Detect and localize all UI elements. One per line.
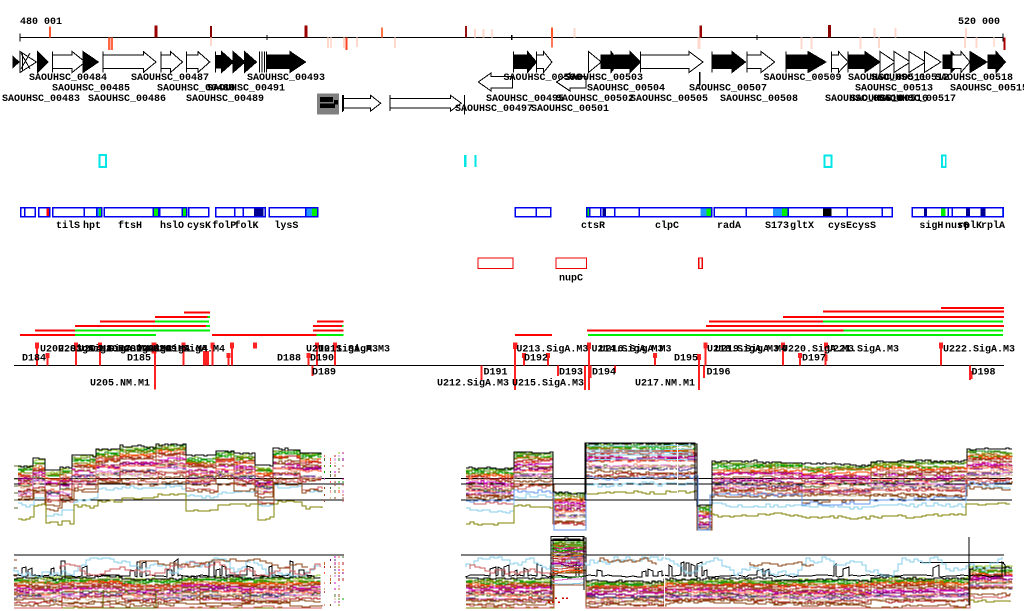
svg-text:SAOUHSC_00516: SAOUHSC_00516 xyxy=(850,94,928,105)
svg-text:U208.SigA.M4: U208.SigA.M4 xyxy=(136,344,208,356)
svg-text:U220.SigA.M3: U220.SigA.M3 xyxy=(782,344,854,356)
svg-text:SAOUHSC_00485: SAOUHSC_00485 xyxy=(52,84,130,95)
svg-text:SAOUHSC_00484: SAOUHSC_00484 xyxy=(29,73,107,84)
svg-text:U213.SigA.M3: U213.SigA.M3 xyxy=(516,344,588,356)
svg-text:tilS: tilS xyxy=(56,220,80,232)
svg-text:SAOUHSC_00518: SAOUHSC_00518 xyxy=(935,73,1013,84)
svg-text:clpC: clpC xyxy=(655,220,679,232)
svg-text:U215.SigA.M3: U215.SigA.M3 xyxy=(512,378,584,390)
svg-text:D189: D189 xyxy=(312,368,336,379)
svg-text:folK: folK xyxy=(235,220,259,232)
svg-text:U209.SigA.M4: U209.SigA.M4 xyxy=(153,344,225,356)
svg-text:SAOUHSC_00517: SAOUHSC_00517 xyxy=(878,94,956,105)
svg-text:SAOUHSC_00502: SAOUHSC_00502 xyxy=(556,94,634,105)
svg-text:rplA: rplA xyxy=(981,220,1005,232)
svg-text:ctsR: ctsR xyxy=(581,221,605,232)
svg-text:D188: D188 xyxy=(277,354,301,365)
svg-text:U210.SigA.M3: U210.SigA.M3 xyxy=(306,344,378,356)
svg-text:gltX: gltX xyxy=(790,220,814,232)
svg-text:D196: D196 xyxy=(707,368,731,379)
svg-text:hslO: hslO xyxy=(160,220,184,232)
svg-text:SAOUHSC_00487: SAOUHSC_00487 xyxy=(131,73,209,84)
svg-text:SAOUHSC_00483: SAOUHSC_00483 xyxy=(2,94,80,105)
svg-text:U206.SigA.M3: U206.SigA.M3 xyxy=(100,344,172,356)
svg-text:cysK: cysK xyxy=(187,221,211,232)
svg-text:SAOUHSC_00512: SAOUHSC_00512 xyxy=(871,73,949,84)
svg-text:U219.SigA.M4: U219.SigA.M4 xyxy=(715,344,787,356)
svg-text:nusG: nusG xyxy=(945,221,969,232)
svg-text:hpt: hpt xyxy=(83,220,101,232)
svg-text:U221.SigA.M3: U221.SigA.M3 xyxy=(827,344,899,356)
svg-text:U207.SigA.M4: U207.SigA.M4 xyxy=(118,344,190,356)
svg-text:D191: D191 xyxy=(484,368,508,379)
svg-text:D192: D192 xyxy=(524,354,548,365)
svg-text:rplK: rplK xyxy=(958,220,982,232)
svg-text:520 000: 520 000 xyxy=(958,17,1000,28)
svg-text:SAOUHSC_00489: SAOUHSC_00489 xyxy=(186,94,264,105)
svg-text:SAOUHSC_00500: SAOUHSC_00500 xyxy=(504,73,582,84)
svg-text:cysE: cysE xyxy=(828,221,852,232)
svg-text:SAOUHSC_00515: SAOUHSC_00515 xyxy=(950,84,1024,95)
svg-text:sigH: sigH xyxy=(919,220,943,232)
svg-text:lysS: lysS xyxy=(274,220,298,232)
svg-text:ftsH: ftsH xyxy=(118,220,142,232)
svg-text:D193: D193 xyxy=(559,368,583,379)
svg-text:U216.SigA.M3: U216.SigA.M3 xyxy=(600,344,672,356)
svg-text:U211.SigA.M3: U211.SigA.M3 xyxy=(318,344,390,356)
svg-text:U212.SigA.M3: U212.SigA.M3 xyxy=(437,378,509,390)
svg-text:SAOUHSC_00493: SAOUHSC_00493 xyxy=(247,73,325,84)
svg-text:folP: folP xyxy=(212,220,236,232)
svg-text:U222.SigA.M3: U222.SigA.M3 xyxy=(943,344,1015,356)
svg-text:nupC: nupC xyxy=(559,274,583,285)
svg-text:SAOUHSC_00495: SAOUHSC_00495 xyxy=(486,94,564,105)
svg-text:SAOUHSC_00511: SAOUHSC_00511 xyxy=(848,73,926,84)
svg-text:D198: D198 xyxy=(972,368,996,379)
svg-text:D194: D194 xyxy=(592,368,616,379)
svg-text:D190: D190 xyxy=(310,354,334,365)
svg-text:SAOUHSC_00501: SAOUHSC_00501 xyxy=(531,104,609,115)
svg-text:D195: D195 xyxy=(674,354,698,365)
svg-text:SAOUHSC_00507: SAOUHSC_00507 xyxy=(689,84,767,95)
svg-text:SAOUHSC_00503: SAOUHSC_00503 xyxy=(565,73,643,84)
svg-text:U204.SigA.M4: U204.SigA.M4 xyxy=(78,344,150,356)
svg-text:cysS: cysS xyxy=(852,221,876,232)
svg-text:U214.SigA.M3: U214.SigA.M3 xyxy=(592,344,664,356)
svg-text:S173: S173 xyxy=(765,221,789,232)
svg-text:D184: D184 xyxy=(22,354,46,365)
svg-text:U217.NM.M1: U217.NM.M1 xyxy=(635,379,695,390)
svg-text:U202.SigA.M3: U202.SigA.M3 xyxy=(40,344,112,356)
svg-text:U205.NM.M1: U205.NM.M1 xyxy=(90,379,150,390)
svg-text:SAOUHSC_00510: SAOUHSC_00510 xyxy=(825,94,903,105)
svg-text:SAOUHSC_00509: SAOUHSC_00509 xyxy=(764,73,842,84)
svg-text:SAOUHSC_00486: SAOUHSC_00486 xyxy=(88,94,166,105)
svg-text:SAOUHSC_00505: SAOUHSC_00505 xyxy=(630,94,708,105)
svg-text:U203.SigA.M4: U203.SigA.M4 xyxy=(58,344,130,356)
svg-text:SAOUHSC_00508: SAOUHSC_00508 xyxy=(720,94,798,105)
svg-text:SAOUHSC_00488: SAOUHSC_00488 xyxy=(157,84,235,95)
svg-text:U218.SigA.M3: U218.SigA.M3 xyxy=(707,344,779,356)
svg-text:SAOUHSC_00513: SAOUHSC_00513 xyxy=(855,84,933,95)
svg-text:SAOUHSC_00497: SAOUHSC_00497 xyxy=(455,104,533,115)
svg-text:SAOUHSC_00504: SAOUHSC_00504 xyxy=(587,84,665,95)
svg-text:D197: D197 xyxy=(802,354,826,365)
svg-text:radA: radA xyxy=(717,220,741,232)
svg-text:480 001: 480 001 xyxy=(20,17,62,28)
svg-text:D185: D185 xyxy=(127,354,151,365)
svg-text:SAOUHSC_00491: SAOUHSC_00491 xyxy=(207,84,285,95)
